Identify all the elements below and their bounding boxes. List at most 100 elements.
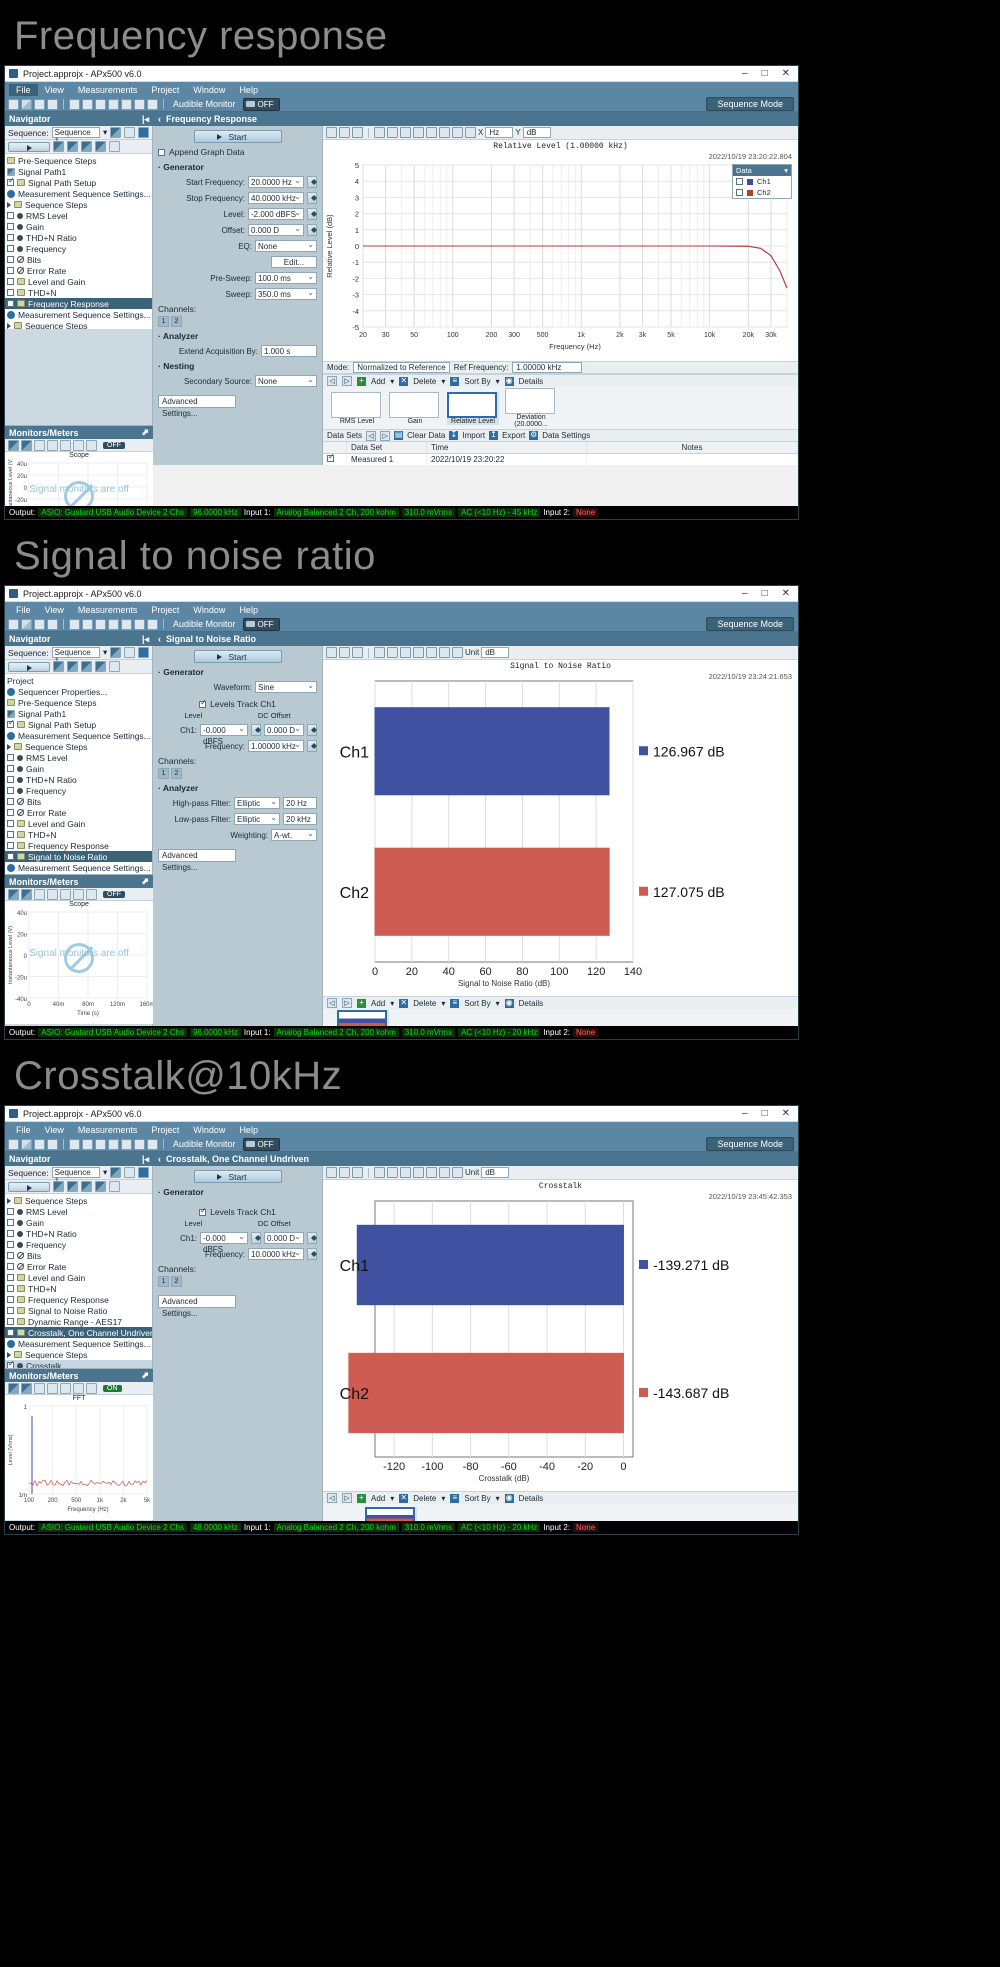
monitors-expand-icon-3[interactable]: ⬈ [141, 1370, 149, 1381]
meters-icon[interactable] [121, 99, 132, 110]
prev-result-icon[interactable]: ◁ [327, 376, 337, 386]
generator-group-label-3[interactable]: Generator [158, 1187, 317, 1197]
output-device[interactable]: ASIO: Gustard USB Audio Device 2 Chs [38, 508, 187, 517]
monitor-fft-icon-3[interactable] [34, 1383, 45, 1394]
audible-monitor-toggle-3[interactable]: OFF [243, 1138, 280, 1151]
navigator-tree-2[interactable]: Project Sequencer Properties... Pre-Sequen… [5, 674, 152, 882]
output-sample-rate-2[interactable]: 96.0000 kHz [190, 1028, 241, 1037]
tree-checkbox[interactable] [7, 1263, 14, 1270]
advanced-settings-button-2[interactable]: Advanced Settings... [158, 849, 236, 862]
levels-track-checkbox[interactable] [199, 701, 206, 708]
ref-frequency-input[interactable]: 1.00000 kHz [512, 362, 582, 373]
tree-checkbox[interactable] [7, 1318, 14, 1325]
add-label[interactable]: Add [371, 377, 385, 386]
tree-item[interactable]: Sequencer Properties... [5, 686, 152, 697]
sequence-dropdown-icon-2[interactable]: ▾ [103, 647, 107, 658]
open-project-icon-3[interactable] [21, 1139, 32, 1150]
frequency-stepper-3[interactable] [307, 1248, 317, 1260]
extend-acquisition-input[interactable]: 1.000 s [261, 345, 317, 357]
details-icon[interactable]: ◉ [505, 377, 514, 386]
tree-item[interactable]: Level and Gain [5, 1272, 152, 1283]
stop-frequency-input[interactable]: 40.0000 kHz [248, 192, 304, 204]
list-icon-2[interactable] [95, 619, 106, 630]
new-project-icon[interactable] [8, 99, 19, 110]
tree-item[interactable]: Frequency [5, 243, 152, 254]
monitor-fft-plot[interactable]: FFT 1 1m 100 200 500 1k 2k 5k Frequency (Hz) Leve… [5, 1395, 153, 1520]
tree-checkbox[interactable] [7, 798, 14, 805]
import-icon[interactable]: ↧ [449, 431, 458, 440]
start-button-2[interactable]: Start [194, 650, 282, 663]
tree-item[interactable]: Measurement Sequence Settings... [5, 730, 152, 741]
channel-button-2-3[interactable]: 2 [171, 1276, 182, 1287]
nesting-group-label[interactable]: Nesting [158, 361, 317, 371]
tree-checkbox[interactable] [7, 776, 14, 783]
new-project-icon-3[interactable] [8, 1139, 19, 1150]
tree-item[interactable]: Pre-Sequence Steps [5, 155, 152, 166]
limits-icon-3[interactable] [426, 1167, 437, 1178]
th-time[interactable]: Time [427, 442, 587, 453]
output-device-2[interactable]: ASIO: Gustard USB Audio Device 2 Chs [38, 1028, 187, 1037]
monitors-expand-icon[interactable]: ⬈ [141, 427, 149, 438]
navigator-tree[interactable]: Pre-Sequence StepsSignal Path1Signal Pat… [5, 154, 152, 329]
tree-item[interactable]: THD+N Ratio [5, 232, 152, 243]
tree-item[interactable]: Frequency Response [5, 1294, 152, 1305]
levels-track-row[interactable]: Levels Track Ch1 [158, 699, 317, 709]
delete-icon[interactable]: ✕ [399, 377, 408, 386]
secondary-source-select[interactable]: None [255, 375, 317, 387]
tree-item[interactable]: Signal Path1 [5, 166, 152, 177]
analyzer-icon-3[interactable] [82, 1139, 93, 1150]
waveform-select[interactable]: Sine [255, 681, 317, 693]
stop-frequency-stepper[interactable] [307, 192, 317, 204]
start-button[interactable]: Start [194, 130, 282, 143]
fit-icon-2[interactable] [387, 647, 398, 658]
add-icon[interactable]: + [357, 377, 366, 386]
tree-checkbox[interactable] [7, 1252, 14, 1259]
tree-checkbox[interactable] [7, 1274, 14, 1281]
minimize-button-2[interactable]: – [742, 588, 748, 599]
clear-icon-2[interactable] [81, 661, 92, 672]
tree-item[interactable]: Frequency [5, 1239, 152, 1250]
tree-item[interactable]: THD+N [5, 1283, 152, 1294]
monitor-fft-icon-2[interactable] [34, 889, 45, 900]
input1-filter[interactable]: AC (<10 Hz) - 45 kHz [458, 508, 540, 517]
frequency-input-3[interactable]: 10.0000 kHz [248, 1248, 304, 1260]
tree-item[interactable]: Sequence Steps [5, 1195, 152, 1206]
levels-track-checkbox-3[interactable] [199, 1209, 206, 1216]
add-dropdown-icon-3[interactable]: ▾ [390, 1494, 394, 1503]
next-result-icon[interactable]: ▷ [342, 376, 352, 386]
menu-help-3[interactable]: Help [232, 1124, 265, 1136]
sequence-mode-button-3[interactable]: Sequence Mode [706, 1137, 794, 1151]
minimize-button-3[interactable]: – [742, 1108, 748, 1119]
table-icon-2[interactable] [413, 647, 424, 658]
tree-item[interactable]: Measurement Sequence Settings... [5, 1338, 152, 1349]
frequency-input-2[interactable]: 1.00000 kHz [248, 740, 304, 752]
tree-item[interactable]: Sequence Steps [5, 1349, 152, 1360]
sweep-input[interactable]: 350.0 ms [255, 288, 317, 300]
eq-select[interactable]: None [255, 240, 317, 252]
tree-item[interactable]: Crosstalk, One Channel Undriven [5, 1327, 152, 1338]
tree-item[interactable]: THD+N Ratio [5, 774, 152, 785]
tree-checkbox[interactable] [7, 754, 14, 761]
monitors-toggle[interactable]: OFF [103, 442, 125, 449]
tree-checkbox[interactable] [7, 1230, 14, 1237]
table-row[interactable]: Measured 1 2022/10/19 23:20:22 [323, 454, 798, 465]
tree-item[interactable]: Measurement Sequence Settings... [5, 188, 152, 199]
tree-item[interactable]: Gain [5, 1217, 152, 1228]
tree-item[interactable]: Gain [5, 221, 152, 232]
menu-view[interactable]: View [38, 84, 71, 96]
delete-label-3[interactable]: Delete [413, 1494, 436, 1503]
legend-ch2-checkbox[interactable] [736, 189, 743, 196]
tree-item[interactable]: THD+N Ratio [5, 1228, 152, 1239]
tree-item[interactable]: RMS Level [5, 210, 152, 221]
sequence-lock-icon-2[interactable] [124, 647, 135, 658]
expand-arrow-icon[interactable] [7, 1198, 11, 1204]
advanced-settings-button[interactable]: Advanced Settings... [158, 395, 236, 408]
audible-monitor-toggle-2[interactable]: OFF [243, 618, 280, 631]
x-unit-select[interactable]: Hz [485, 127, 513, 138]
signal-path-icon-2[interactable] [69, 619, 80, 630]
chart-icon-2[interactable] [147, 619, 158, 630]
collapse-all-icon-2[interactable] [67, 661, 78, 672]
tree-item[interactable]: Signal Path1 [5, 708, 152, 719]
delete-label-2[interactable]: Delete [413, 999, 436, 1008]
back-chevron-icon-2[interactable]: ‹ [158, 634, 161, 644]
